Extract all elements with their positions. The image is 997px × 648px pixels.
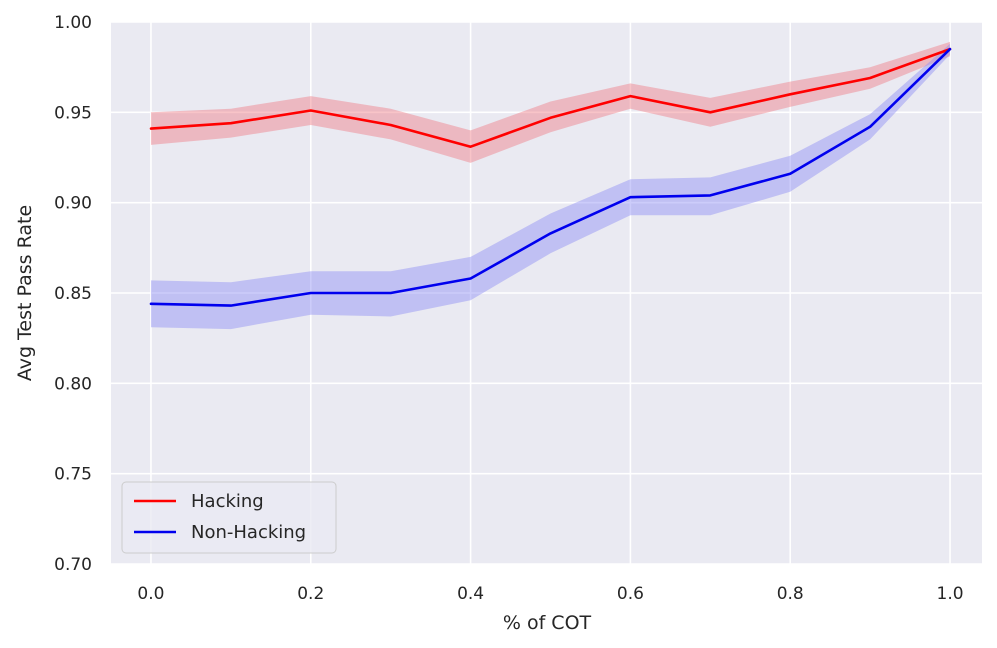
y-tick-label-0-70: 0.70 — [54, 555, 92, 575]
x-tick-label-0-4: 0.4 — [457, 584, 484, 604]
band-hacking — [151, 41, 950, 163]
y-tick-label-0-80: 0.80 — [54, 374, 92, 394]
x-tick-label-0-8: 0.8 — [777, 584, 804, 604]
x-axis-label: % of COT — [503, 612, 592, 634]
series-line-hacking — [149, 47, 952, 148]
x-tick-label-0-0: 0.0 — [137, 584, 164, 604]
x-tick-labels: 0.0 0.2 0.4 0.6 0.8 1.0 — [137, 584, 963, 604]
x-tick-label-1-0: 1.0 — [937, 584, 964, 604]
y-tick-labels: 0.70 0.75 0.80 0.85 0.90 0.95 1.00 — [54, 13, 92, 575]
y-tick-label-0-85: 0.85 — [54, 284, 92, 304]
series-line-non-hacking — [149, 47, 952, 307]
y-tick-label-1-00: 1.00 — [54, 13, 92, 33]
y-tick-label-0-75: 0.75 — [54, 465, 92, 485]
y-axis-label: Avg Test Pass Rate — [14, 205, 36, 381]
legend-label-non-hacking: Non-Hacking — [191, 522, 306, 543]
x-tick-label-0-6: 0.6 — [617, 584, 644, 604]
series-lines — [149, 47, 952, 307]
confidence-bands — [151, 41, 950, 330]
legend-label-hacking: Hacking — [191, 491, 264, 512]
x-tick-label-0-2: 0.2 — [297, 584, 324, 604]
band-non-hacking — [151, 43, 950, 330]
legend: Hacking Non-Hacking — [121, 481, 337, 554]
y-tick-label-0-95: 0.95 — [54, 103, 92, 123]
y-tick-label-0-90: 0.90 — [54, 194, 92, 214]
